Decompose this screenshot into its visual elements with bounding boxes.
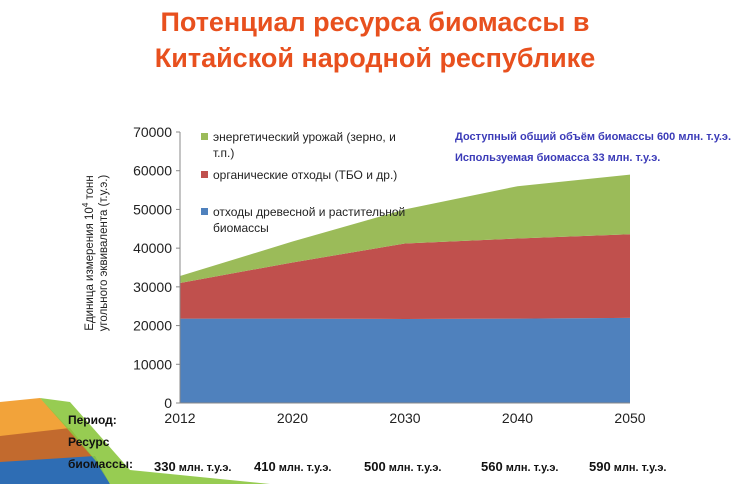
legend-item-energy: энергетический урожай (зерно, и т.п.) — [201, 129, 418, 161]
resource-2040-unit: млн. т.у.э. — [502, 462, 559, 474]
chart-axes — [176, 131, 630, 404]
y-tick-label: 20000 — [133, 318, 172, 334]
resource-2020: 410 млн. т.у.э. — [254, 459, 331, 474]
y-axis-label-wrap: Единица измерения 104 тонн угольного экв… — [60, 148, 130, 358]
resource-2012: 330 млн. т.у.э. — [154, 459, 231, 474]
resource-2012-unit: млн. т.у.э. — [175, 462, 232, 474]
y-tick-labels: 0 10000 20000 30000 40000 50000 60000 70000 — [133, 124, 172, 411]
y-axis-label-line-1-end: тонн — [83, 175, 96, 203]
y-axis-label-sup: 4 — [81, 202, 91, 208]
x-tick-labels: 2012 2020 2030 2040 2050 — [164, 410, 645, 426]
y-tick-label: 50000 — [133, 201, 172, 217]
resource-2012-value: 330 — [154, 459, 176, 474]
resource-2050-value: 590 — [589, 459, 611, 474]
corner-stripe-blue — [0, 456, 110, 484]
y-tick-label: 70000 — [133, 124, 172, 140]
y-tick-label: 30000 — [133, 279, 172, 295]
corner-stripe-orange — [0, 398, 70, 440]
resource-label-line-1: Ресурс — [68, 435, 110, 449]
y-axis-label: Единица измерения 104 тонн угольного экв… — [79, 175, 111, 332]
x-tick-label: 2020 — [277, 410, 308, 426]
legend-swatch-organic — [201, 171, 208, 178]
resource-2040-value: 560 — [481, 459, 503, 474]
resource-2020-unit: млн. т.у.э. — [275, 462, 332, 474]
legend-item-wood: отходы древесной и растительной биомассы — [201, 204, 418, 236]
resource-2050: 590 млн. т.у.э. — [589, 459, 666, 474]
area-series-1 — [180, 234, 630, 319]
corner-stripe-green — [40, 398, 270, 484]
resource-2030: 500 млн. т.у.э. — [364, 459, 441, 474]
note-used-biomass: Используемая биомасса 33 млн. т.у.э. — [455, 152, 661, 164]
y-tick-label: 40000 — [133, 240, 172, 256]
legend-label-wood: отходы древесной и растительной биомассы — [213, 205, 406, 235]
x-tick-label: 2012 — [164, 410, 195, 426]
x-tick-label: 2050 — [614, 410, 645, 426]
y-tick-label: 60000 — [133, 163, 172, 179]
y-axis-label-line-1: Единица измерения 10 — [83, 207, 96, 331]
resource-2020-value: 410 — [254, 459, 276, 474]
corner-stripe-brown — [0, 428, 95, 466]
resource-2050-unit: млн. т.у.э. — [610, 462, 667, 474]
period-label: Период: — [68, 413, 117, 427]
x-tick-label: 2040 — [502, 410, 533, 426]
resource-label-line-2: биомассы: — [68, 457, 133, 471]
title-line-2: Китайской народной республике — [154, 43, 596, 73]
area-series-2 — [180, 174, 630, 283]
x-tick-label: 2030 — [389, 410, 420, 426]
resource-2030-unit: млн. т.у.э. — [385, 462, 442, 474]
y-tick-label: 10000 — [133, 356, 172, 372]
title-line-1: Потенциал ресурса биомассы в — [160, 7, 590, 37]
area-series-0 — [180, 317, 630, 403]
y-axis-label-line-2: угольного эквивалента (т.у.э.) — [97, 174, 110, 332]
legend-label-organic: органические отходы (ТБО и др.) — [213, 168, 398, 182]
legend-swatch-wood — [201, 208, 208, 215]
legend-item-organic: органические отходы (ТБО и др.) — [201, 167, 418, 183]
y-tick-label: 0 — [164, 395, 172, 411]
legend-swatch-energy — [201, 133, 208, 140]
legend-label-energy: энергетический урожай (зерно, и т.п.) — [213, 130, 396, 160]
resource-2040: 560 млн. т.у.э. — [481, 459, 558, 474]
note-available-biomass: Доступный общий объём биомассы 600 млн. … — [455, 131, 732, 143]
slide-title: Потенциал ресурса биомассы в Китайской н… — [0, 4, 750, 76]
resource-2030-value: 500 — [364, 459, 386, 474]
series-areas — [180, 174, 630, 403]
